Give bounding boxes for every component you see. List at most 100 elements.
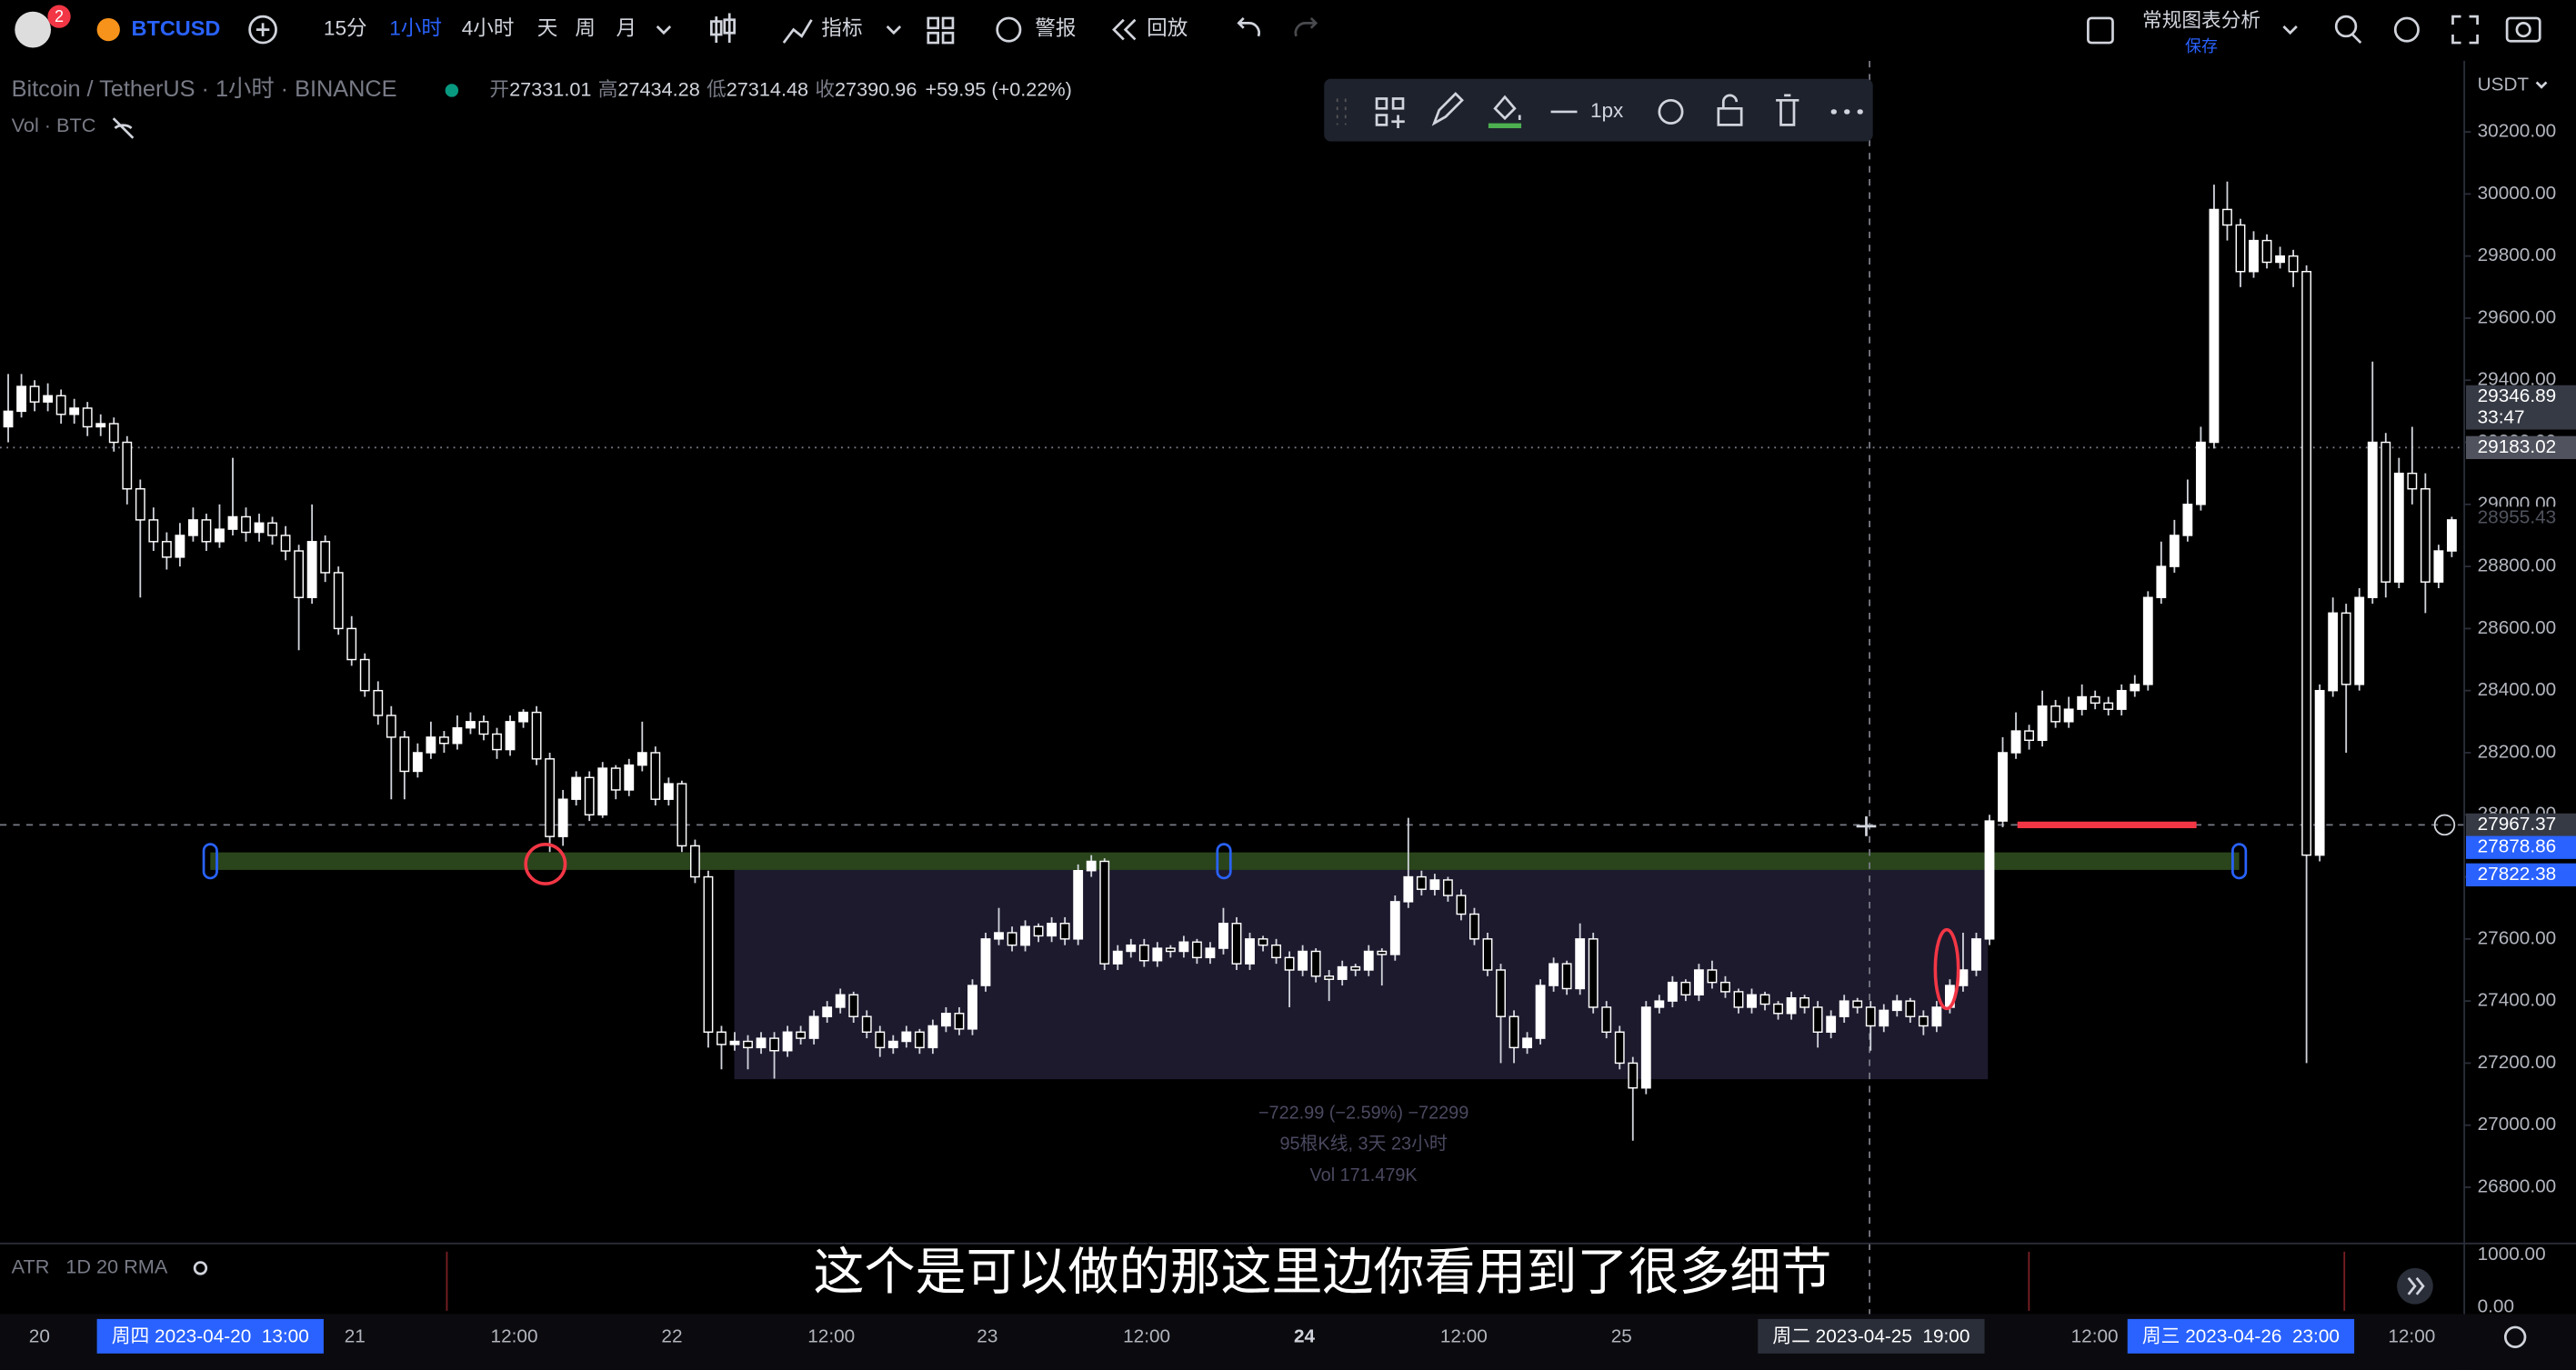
cursor-label: 周二 2023-04-25 19:00 xyxy=(1772,1325,1970,1346)
candle-body xyxy=(756,1037,767,1049)
candle-body xyxy=(267,522,277,536)
candle-body xyxy=(1693,969,1704,996)
price-label: 27967.37 xyxy=(2478,814,2557,835)
candle-body xyxy=(1865,1006,1876,1027)
candle-body xyxy=(306,541,317,598)
save-status[interactable]: 保存 xyxy=(2185,37,2218,55)
symbol[interactable]: BTCUSD xyxy=(132,16,221,40)
layout-menu[interactable] xyxy=(2282,25,2298,35)
redo[interactable] xyxy=(1294,16,1318,37)
line-tool[interactable] xyxy=(1431,92,1464,126)
candle-body xyxy=(967,985,977,1030)
candle-body xyxy=(2367,441,2378,598)
candle-body xyxy=(1165,947,1176,953)
y-tick-label: 28800.00 xyxy=(2478,555,2557,576)
indicator-name: ATR xyxy=(12,1255,50,1278)
candle-body xyxy=(386,715,396,738)
layouts[interactable] xyxy=(927,16,955,45)
candle-body xyxy=(1707,969,1718,984)
line-width[interactable]: 1px xyxy=(1590,99,1624,122)
interval-button[interactable]: 周 xyxy=(575,17,596,40)
badge xyxy=(47,5,71,28)
candle-body xyxy=(1535,985,1546,1039)
candle-body xyxy=(1667,981,1678,1002)
interval-button[interactable]: 15分 xyxy=(324,17,367,40)
candle-body xyxy=(980,938,991,986)
fullscreen[interactable] xyxy=(2451,15,2479,45)
candle-body xyxy=(2050,705,2061,723)
price-label: 29183.02 xyxy=(2478,436,2557,457)
candle-body xyxy=(861,1015,872,1033)
candle-body xyxy=(122,441,133,490)
currency[interactable]: USDT xyxy=(2478,75,2530,95)
x-tick-label: 20 xyxy=(29,1325,50,1346)
candle-body xyxy=(478,721,489,735)
zone-handle[interactable] xyxy=(1216,843,1232,880)
indicator-menu[interactable] xyxy=(886,25,902,35)
layout-name[interactable]: 常规图表分析 xyxy=(2142,8,2260,31)
template[interactable] xyxy=(1375,97,1405,129)
zone-handle[interactable] xyxy=(202,843,218,880)
undo[interactable] xyxy=(1237,16,1260,37)
add-alert[interactable] xyxy=(2433,814,2456,836)
chart-type[interactable] xyxy=(709,13,736,44)
candle-body xyxy=(1773,1003,1783,1015)
x-tick-label: 12:00 xyxy=(2388,1325,2435,1346)
interval-menu[interactable] xyxy=(656,25,672,35)
lock[interactable] xyxy=(1717,94,1743,126)
candle-body xyxy=(108,423,119,444)
candle-body xyxy=(2301,271,2312,856)
measure-range xyxy=(734,869,1989,1080)
zone-handle[interactable] xyxy=(2231,843,2248,880)
hide-volume[interactable] xyxy=(112,117,135,139)
fill-tool[interactable] xyxy=(1493,95,1521,121)
interval-button[interactable]: 天 xyxy=(537,17,558,40)
candle-body xyxy=(320,541,331,574)
delete[interactable] xyxy=(1776,94,1799,126)
price-label: 29346.89 xyxy=(2478,385,2557,406)
candle-body xyxy=(1205,947,1216,959)
price-label: 27822.38 xyxy=(2478,864,2557,885)
settings[interactable] xyxy=(1658,98,1684,125)
ohlc: 开27331.01 高27434.28 低27314.48 收27390.96 +59.… xyxy=(489,77,1071,100)
value: 27314.48 xyxy=(727,77,808,100)
subtitle: 这个是可以做的那这里边你看用到了很多细节 xyxy=(813,1244,1831,1301)
alert-button[interactable]: 警报 xyxy=(1035,17,1076,40)
candle-body xyxy=(2024,730,2034,742)
indicators-button[interactable]: 指标 xyxy=(821,17,862,40)
candle-body xyxy=(808,1015,819,1039)
candle-body xyxy=(2077,695,2088,710)
settings[interactable] xyxy=(2393,16,2420,43)
candle-body xyxy=(1509,1015,1519,1049)
avatar[interactable] xyxy=(15,11,52,48)
candle-body xyxy=(359,658,370,692)
candle-body xyxy=(1971,938,1981,971)
candle-body xyxy=(1654,1000,1665,1008)
price-label-bg xyxy=(2465,385,2576,430)
interval-button[interactable]: 4小时 xyxy=(462,17,515,40)
candle-body xyxy=(1720,981,1730,993)
candle-body xyxy=(927,1025,938,1049)
indicator-toggle[interactable] xyxy=(193,1261,208,1275)
price-label: 28955.43 xyxy=(2478,507,2557,528)
snapshot[interactable] xyxy=(2505,16,2541,43)
drawing-toolbar: 1px xyxy=(1324,78,1873,142)
add-symbol[interactable] xyxy=(248,15,277,45)
candle-body xyxy=(227,515,238,530)
search[interactable] xyxy=(2334,15,2358,38)
candle-body xyxy=(2235,224,2246,273)
candle-body xyxy=(2420,488,2431,583)
candle-body xyxy=(1152,947,1163,962)
indicator-params: 1D 20 RMA xyxy=(65,1255,168,1278)
candle-body xyxy=(2446,519,2457,552)
layout-checkbox[interactable] xyxy=(2087,16,2114,45)
axis-settings[interactable] xyxy=(2503,1325,2527,1348)
candle-body xyxy=(531,711,542,760)
interval-button[interactable]: 月 xyxy=(616,17,637,40)
candle-body xyxy=(82,407,93,428)
candle-body xyxy=(610,767,621,791)
replay-button[interactable]: 回放 xyxy=(1147,17,1188,40)
interval-button[interactable]: 1小时 xyxy=(389,17,442,40)
x-tick-label: 23 xyxy=(977,1325,997,1346)
candle-body xyxy=(16,385,26,413)
